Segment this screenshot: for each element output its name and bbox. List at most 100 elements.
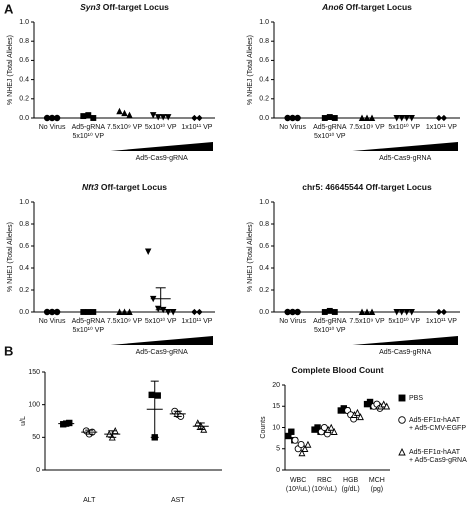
y-tick-label: 150: [28, 369, 40, 376]
marker: [196, 114, 203, 122]
marker: [331, 115, 338, 121]
marker: [393, 115, 400, 122]
marker: [116, 107, 123, 115]
x-tick-label-line: Ad5-gRNA: [72, 318, 106, 325]
y-tick-label: 1.0: [19, 199, 29, 206]
y-axis-label: % NHEJ (Total Alleles): [7, 35, 14, 105]
y-tick-label: 50: [32, 434, 40, 441]
marker: [331, 309, 338, 315]
marker: [380, 400, 388, 408]
title-text: Complete Blood Count: [291, 365, 383, 375]
legend-label: Ad5-EF1α-hAAT + Ad5-CMV-EGFP: [409, 417, 466, 432]
title-text: Off-target Locus: [103, 2, 169, 12]
marker: [53, 114, 61, 122]
marker: [164, 309, 172, 316]
title-gene: Ano6: [321, 2, 344, 12]
x-tick-label-line: Ad5-gRNA: [313, 318, 347, 325]
x-tick-label-line: (pg): [371, 486, 383, 493]
x-tick-label: 5x10¹⁰ VP: [388, 317, 420, 325]
y-tick-label: 0.4: [259, 76, 269, 83]
chart-title: Complete Blood Count: [291, 365, 383, 375]
x-tick-label: HGB (g/dL): [341, 477, 359, 493]
marker: [398, 416, 406, 424]
marker: [330, 427, 338, 435]
bracket-label: Ad5-Cas9-gRNA: [379, 155, 431, 162]
x-tick-label-line: 5x10¹⁰ VP: [72, 132, 104, 140]
x-tick-label-line: 7.5x10⁹ VP: [349, 124, 385, 131]
x-tick-label: Ad5-gRNA 5x10¹⁰ VP: [72, 318, 106, 334]
marker: [85, 309, 92, 315]
x-tick-label: MCH (pg): [369, 477, 385, 493]
marker: [403, 115, 410, 122]
marker: [90, 309, 97, 315]
y-axis-label: % NHEJ (Total Alleles): [247, 222, 254, 292]
dose-wedge: [352, 336, 458, 345]
x-tick-label: Ad5-gRNA 5x10¹⁰ VP: [72, 124, 106, 140]
x-tick-label-line: 1x10¹¹ VP: [181, 124, 212, 131]
y-tick-label: 0.8: [19, 221, 29, 228]
x-tick-label: 5x10¹⁰ VP: [388, 123, 420, 131]
title-gene: Syn3: [80, 2, 101, 12]
y-tick-label: 0.0: [259, 309, 269, 316]
marker: [327, 423, 335, 431]
marker: [408, 115, 415, 122]
marker: [398, 309, 405, 316]
y-axis-label: % NHEJ (Total Alleles): [247, 35, 254, 105]
marker: [126, 111, 133, 119]
marker: [301, 444, 309, 452]
x-tick-label: RBC (10⁶/uL): [312, 477, 337, 493]
y-tick-label: 100: [28, 402, 40, 409]
x-tick-label: No Virus: [279, 318, 306, 325]
marker: [435, 308, 443, 316]
y-tick-label: 0.8: [259, 38, 269, 45]
x-tick-label: No Virus: [39, 124, 66, 131]
marker: [358, 114, 366, 121]
marker: [154, 305, 162, 313]
y-tick-label: 0.6: [19, 57, 29, 64]
chart-title: Ano6 Off-target Locus: [321, 2, 412, 12]
y-tick-label: 0.6: [259, 243, 269, 250]
y-tick-label: 0.0: [19, 309, 29, 316]
marker: [398, 115, 405, 122]
y-tick-label: 15: [272, 403, 280, 410]
marker: [326, 307, 333, 314]
x-tick-label: 7.5x10⁹ VP: [349, 318, 385, 325]
x-tick-label-line: (g/dL): [341, 486, 359, 493]
x-tick-label-line: 1x10¹¹ VP: [426, 124, 457, 131]
y-tick-label: 1.0: [259, 19, 269, 26]
marker: [144, 248, 152, 256]
marker: [368, 308, 376, 315]
x-tick-label: 1x10¹¹ VP: [426, 318, 457, 325]
y-tick-label: 1.0: [259, 199, 269, 206]
marker: [294, 114, 301, 122]
chart-title: Syn3 Off-target Locus: [80, 2, 169, 12]
y-tick-label: 0.4: [19, 265, 29, 272]
marker: [356, 413, 364, 421]
y-tick-label: 1.0: [19, 19, 29, 26]
marker: [80, 309, 87, 315]
x-tick-label-line: No Virus: [279, 318, 306, 325]
x-tick-label-line: 7.5x10⁹ VP: [107, 318, 143, 325]
marker: [358, 308, 366, 315]
marker: [363, 114, 371, 121]
legend-label-line: Ad5-EF1α-hAAT: [409, 449, 461, 456]
y-tick-label: 0.2: [19, 96, 29, 103]
x-tick-label-line: No Virus: [279, 124, 306, 131]
x-tick-label-line: (10³/uL): [286, 486, 311, 493]
marker: [435, 114, 443, 122]
marker: [321, 309, 328, 315]
marker: [154, 392, 161, 399]
marker: [154, 114, 162, 121]
marker: [408, 309, 415, 316]
x-tick-label: 1x10¹¹ VP: [181, 124, 212, 131]
dose-wedge: [110, 336, 213, 345]
x-tick-label-line: No Virus: [39, 318, 66, 325]
marker: [440, 114, 448, 122]
title-text: Off-target Locus: [346, 2, 412, 12]
x-tick-label: AST: [171, 497, 185, 504]
panel-label: B: [4, 343, 13, 358]
marker: [353, 408, 361, 416]
marker: [121, 109, 128, 117]
y-tick-label: 0.2: [259, 287, 269, 294]
